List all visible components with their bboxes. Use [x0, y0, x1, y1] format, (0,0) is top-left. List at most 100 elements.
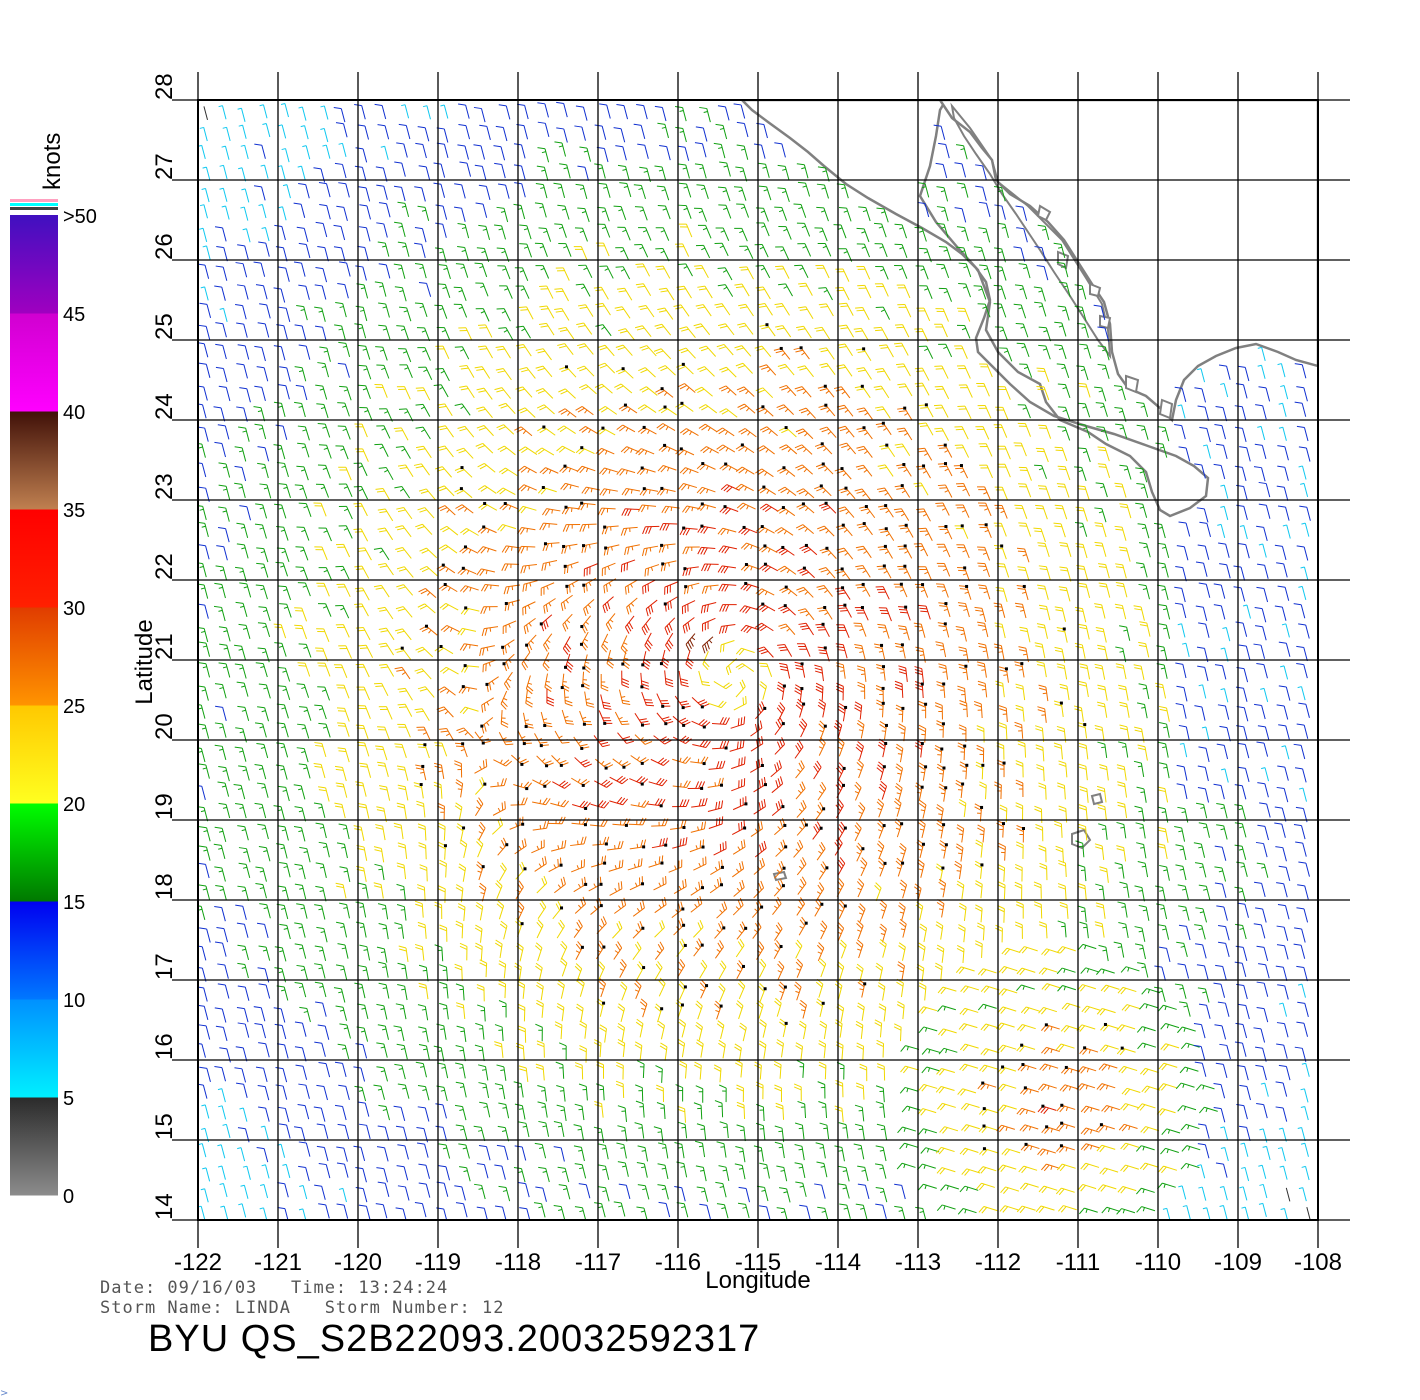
wind-barb: [305, 244, 311, 259]
wind-barb: [1126, 726, 1130, 741]
wind-barb: [463, 686, 478, 690]
wind-barb-flag: [420, 490, 429, 494]
wind-barb-flag: [1277, 445, 1285, 448]
wind-barb: [543, 426, 556, 436]
wind-barb: [623, 105, 629, 120]
wind-barb-flag: [780, 488, 788, 494]
wind-barb-flag: [721, 368, 729, 373]
wind-barb-flag: [1059, 542, 1067, 544]
wind-barb: [961, 208, 967, 223]
wind-barb-flag: [442, 668, 450, 674]
rain-flag-marker: [942, 682, 946, 686]
wind-barb-flag: [639, 386, 647, 391]
wind-barb-flag: [857, 467, 866, 470]
wind-barb: [426, 283, 432, 297]
wind-barb-flag: [337, 722, 345, 724]
wind-barb: [861, 386, 871, 399]
wind-barb: [443, 104, 449, 119]
wind-barb-flag: [844, 409, 849, 413]
wind-barb-flag: [854, 707, 862, 712]
wind-barb-flag: [1059, 686, 1068, 690]
wind-barb: [446, 625, 460, 633]
wind-barb-flag: [806, 412, 811, 416]
wind-barb-flag: [936, 723, 944, 728]
wind-barb: [526, 367, 536, 379]
wind-barb-flag: [801, 546, 809, 552]
wind-barb: [604, 405, 618, 415]
wind-barb: [964, 405, 972, 420]
wind-barb-flag: [741, 528, 748, 535]
wind-barb-flag: [779, 444, 787, 449]
wind-barb-flag: [396, 566, 405, 570]
wind-barb-flag: [699, 368, 707, 373]
wind-barb: [385, 706, 393, 720]
wind-barb-flag: [603, 707, 612, 710]
wind-barb-flag: [1059, 589, 1068, 592]
wind-barb: [205, 364, 211, 378]
wind-barb-flag: [618, 716, 623, 720]
wind-barb-flag: [706, 465, 709, 470]
wind-barb-flag: [816, 206, 824, 209]
wind-barb: [1145, 685, 1150, 700]
wind-barb-flag: [598, 449, 605, 456]
wind-barb-flag: [1115, 423, 1123, 426]
rain-flag-marker: [562, 544, 566, 548]
wind-barb: [1282, 427, 1287, 441]
wind-barb-flag: [1035, 504, 1043, 507]
wind-barb: [444, 686, 456, 696]
wind-barb-flag: [563, 483, 569, 491]
wind-barb-flag: [1238, 543, 1246, 546]
wind-barb-flag: [900, 611, 908, 614]
wind-barb: [662, 560, 677, 565]
wind-barb-flag: [603, 186, 608, 189]
wind-barb-flag: [682, 505, 688, 513]
wind-barb-flag: [779, 469, 787, 474]
wind-barb: [763, 222, 770, 237]
wind-barb: [724, 506, 739, 512]
wind-barb-flag: [1158, 705, 1167, 709]
wind-barb: [903, 284, 911, 299]
wind-barb: [1000, 285, 1007, 300]
wind-barb-flag: [827, 552, 832, 556]
wind-barb-flag: [568, 468, 572, 473]
wind-barb-flag: [280, 102, 286, 105]
wind-barb: [984, 623, 989, 638]
wind-barb: [784, 605, 796, 616]
wind-barb-flag: [599, 467, 605, 475]
wind-barb: [602, 324, 612, 337]
wind-barb: [783, 404, 794, 415]
wind-barb: [743, 123, 749, 138]
wind-barb-flag: [1079, 683, 1087, 687]
wind-barb: [606, 649, 612, 664]
wind-barb: [1122, 424, 1128, 439]
wind-barb: [1303, 483, 1309, 498]
wind-barb-flag: [736, 121, 745, 125]
wind-barb: [205, 663, 211, 678]
wind-barb-flag: [601, 326, 605, 330]
rain-flag-marker: [564, 665, 568, 669]
wind-barb-flag: [803, 468, 808, 473]
wind-barb-flag: [278, 266, 286, 269]
wind-barb: [725, 323, 735, 336]
wind-barb: [243, 544, 249, 559]
wind-barb: [702, 304, 712, 317]
wind-barb-flag: [780, 625, 788, 630]
wind-barb: [561, 673, 565, 688]
wind-barb: [746, 245, 754, 259]
wind-barb-flag: [545, 680, 551, 683]
wind-barb-flag: [644, 568, 647, 577]
wind-barb-flag: [648, 606, 652, 615]
wind-barb-flag: [700, 504, 706, 512]
wind-barb: [766, 426, 778, 437]
wind-barb-flag: [579, 187, 585, 190]
wind-barb-flag: [254, 423, 263, 426]
wind-barb-flag: [642, 229, 647, 233]
wind-barb: [842, 287, 850, 301]
wind-barb-flag: [1037, 224, 1046, 227]
wind-barb-flag: [743, 565, 750, 572]
wind-barb-flag: [1035, 645, 1043, 648]
wind-barb-flag: [543, 605, 546, 614]
wind-barb-flag: [546, 699, 555, 704]
wind-barb-flag: [283, 589, 288, 592]
wind-barb-flag: [697, 366, 705, 370]
